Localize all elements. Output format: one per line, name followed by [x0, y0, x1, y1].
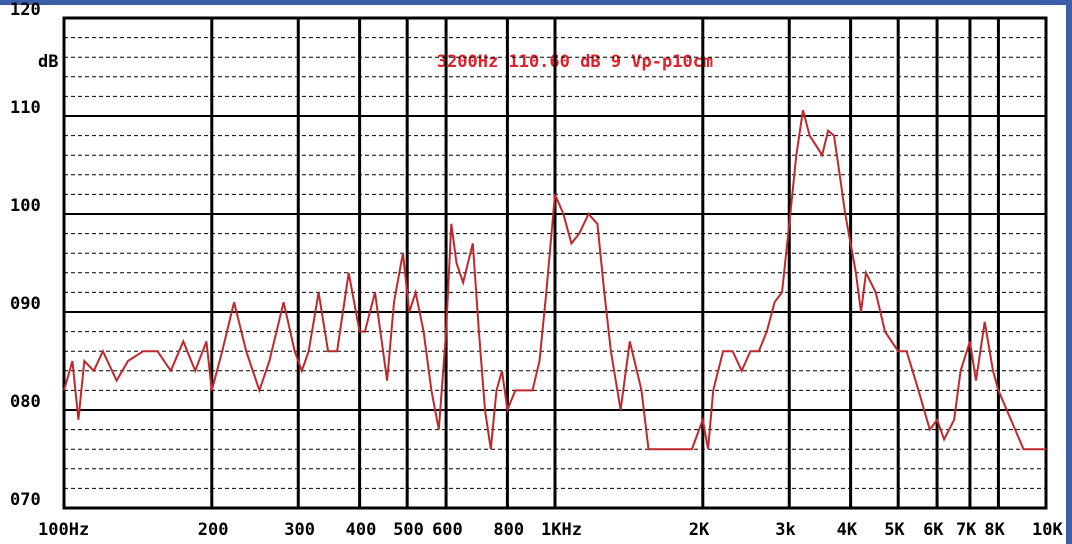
- annotation: 3200Hz 110.60 dB 9 Vp-p10cm: [437, 52, 713, 72]
- x-tick-label: 2K: [689, 520, 710, 540]
- x-tick-label: 800: [493, 520, 524, 540]
- x-tick-label: 7K: [956, 520, 977, 540]
- x-tick-label: 10K: [1032, 520, 1063, 540]
- x-tick-label: 3k: [775, 520, 795, 540]
- x-tick-label: 6K: [923, 520, 944, 540]
- y-tick-label: 120: [10, 0, 41, 20]
- plot-border: [62, 16, 1048, 510]
- x-tick-label: 500: [393, 520, 424, 540]
- x-tick-label: 400: [346, 520, 377, 540]
- y-tick-label: 070: [10, 490, 41, 510]
- y-tick-label: 090: [10, 294, 41, 314]
- x-tick-label: 600: [432, 520, 463, 540]
- y-axis-label: dB: [38, 52, 58, 72]
- top-bar: [0, 0, 1072, 5]
- line: [63, 109, 1046, 451]
- y-tick-label: 100: [10, 196, 41, 216]
- x-tick-label: 300: [284, 520, 315, 540]
- x-tick-label: 4K: [837, 520, 858, 540]
- x-tick-label: 100Hz: [38, 520, 89, 540]
- side-bar: [1066, 0, 1072, 544]
- x-tick-label: 5K: [884, 520, 905, 540]
- y-tick-label: 110: [10, 98, 41, 118]
- x-tick-label: 8K: [984, 520, 1005, 540]
- x-tick-label: 1KHz: [541, 520, 582, 540]
- x-tick-label: 200: [198, 520, 229, 540]
- y-tick-label: 080: [10, 392, 41, 412]
